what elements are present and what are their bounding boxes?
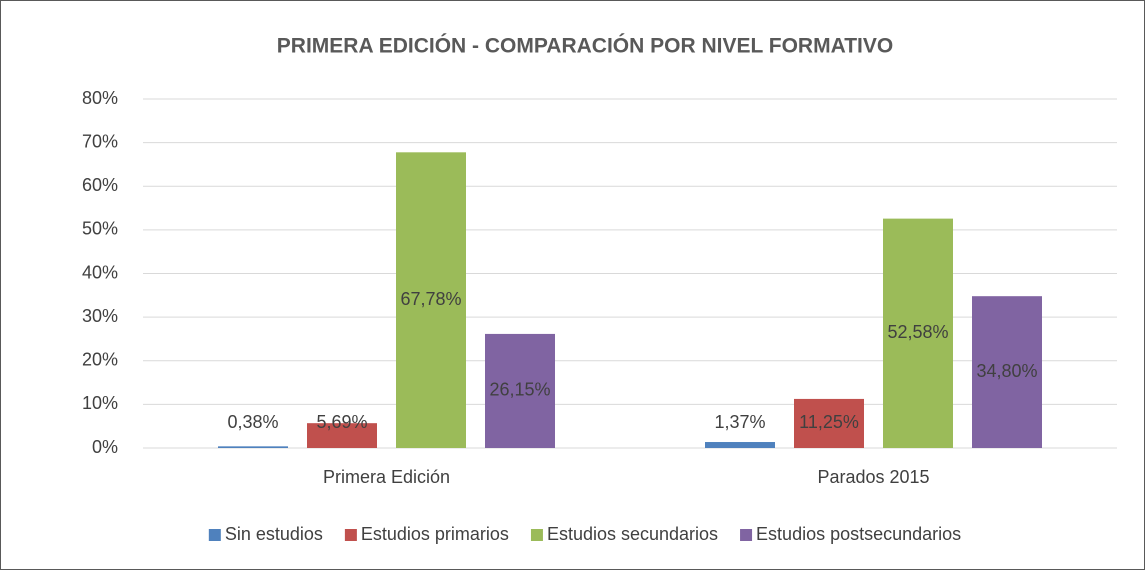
bar bbox=[794, 398, 864, 448]
y-tick-label: 10% bbox=[82, 393, 118, 413]
data-label: 1,37% bbox=[714, 412, 765, 432]
bar bbox=[705, 442, 775, 448]
bar bbox=[218, 446, 288, 448]
bar bbox=[972, 296, 1042, 448]
data-label: 11,25% bbox=[799, 412, 859, 432]
data-label: 0,38% bbox=[227, 412, 278, 432]
y-tick-label: 60% bbox=[82, 175, 118, 195]
legend-label: Estudios postsecundarios bbox=[756, 524, 961, 544]
y-tick-label: 80% bbox=[82, 88, 118, 108]
y-tick-label: 30% bbox=[82, 306, 118, 326]
chart-title: PRIMERA EDICIÓN - COMPARACIÓN POR NIVEL … bbox=[277, 34, 893, 58]
data-label: 5,69% bbox=[316, 412, 367, 432]
data-label: 26,15% bbox=[489, 380, 550, 400]
y-tick-label: 20% bbox=[82, 350, 118, 370]
bar bbox=[396, 152, 466, 448]
legend-label: Estudios secundarios bbox=[547, 524, 718, 544]
y-tick-label: 70% bbox=[82, 131, 118, 151]
legend-label: Estudios primarios bbox=[361, 524, 509, 544]
x-tick-label: Parados 2015 bbox=[817, 467, 929, 487]
data-label: 52,58% bbox=[887, 322, 948, 342]
y-tick-label: 0% bbox=[92, 437, 118, 457]
data-label: 34,80% bbox=[976, 361, 1037, 381]
bar bbox=[307, 423, 377, 448]
legend-swatch bbox=[530, 529, 543, 541]
y-tick-label: 50% bbox=[82, 219, 118, 239]
x-tick-label: Primera Edición bbox=[323, 467, 450, 487]
data-label: 67,78% bbox=[400, 289, 461, 309]
legend-swatch bbox=[344, 529, 357, 541]
bar bbox=[485, 333, 555, 448]
bar bbox=[883, 218, 953, 448]
legend-label: Sin estudios bbox=[225, 524, 323, 544]
legend-swatch bbox=[208, 529, 221, 541]
y-tick-label: 40% bbox=[82, 262, 118, 282]
legend-swatch bbox=[740, 529, 753, 541]
